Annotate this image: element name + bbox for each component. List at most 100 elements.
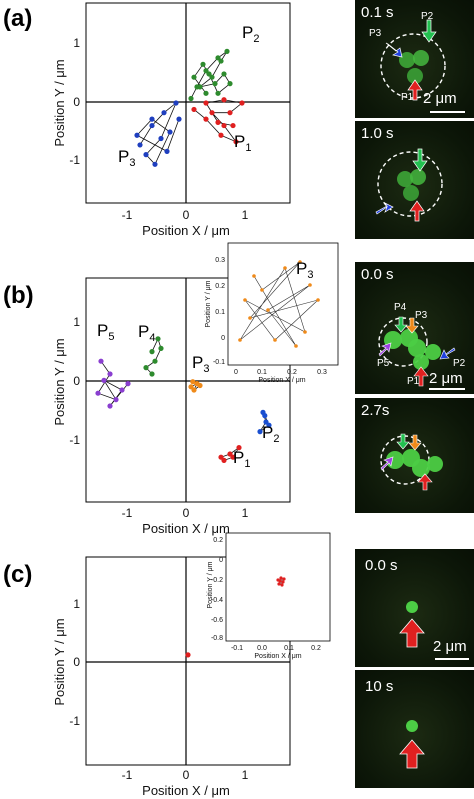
data-point-p3	[149, 116, 155, 122]
time-label-a-1: 1.0 s	[361, 125, 394, 142]
micro-label-p1: P1	[407, 376, 420, 387]
particle-blob	[412, 459, 430, 477]
data-point-p1	[209, 110, 215, 116]
label-b-p4: P4	[138, 322, 155, 344]
particle-blob	[425, 344, 441, 360]
inset-c-trajectory	[276, 576, 286, 587]
x-tick-b-0: 0	[183, 506, 190, 520]
time-label-a-0: 0.1 s	[361, 4, 394, 21]
arrow-icon-red	[399, 618, 425, 648]
data-point-p5	[113, 397, 119, 403]
data-point-p4	[149, 371, 155, 377]
panel-letter-a: (a)	[3, 5, 32, 32]
particle-blob	[413, 50, 429, 66]
plot-frame-c	[85, 556, 291, 766]
data-point-p2	[209, 74, 215, 80]
particle-blob	[397, 171, 413, 187]
inset-b-x-tick-1: 0.1	[257, 369, 267, 376]
micrograph-c-1-overlay	[399, 720, 425, 769]
arrow-icon-green	[421, 19, 437, 43]
arrow-icon-red	[413, 366, 429, 387]
data-point-p1	[218, 454, 224, 460]
time-label-c-0: 0.0 s	[365, 557, 398, 574]
trajectories-c	[185, 652, 191, 658]
x-axis-label-c: Position X / μm	[142, 783, 230, 798]
inset-b-data-point	[252, 274, 256, 278]
inset-b-data-point	[266, 308, 270, 312]
inset-c: -0.1 0.0 0.1 0.2 Position X / μm 0.2 0 -…	[207, 532, 331, 660]
arrow-icon-green	[396, 433, 410, 450]
label-b-p2: P2	[262, 423, 279, 445]
data-point-p5	[107, 403, 113, 409]
inset-b-x-tick-3: 0.3	[317, 369, 327, 376]
particle-blob	[406, 601, 418, 613]
arrow-icon-red	[407, 79, 423, 101]
micro-label-p5: P5	[377, 358, 390, 369]
inset-b-y-tick-4: -0.1	[213, 359, 225, 366]
particle-blob	[427, 456, 443, 472]
label-b-p5: P5	[97, 321, 114, 343]
label-a-p2: P2	[242, 23, 259, 45]
data-point-p3	[173, 100, 179, 106]
data-point-p2	[221, 71, 227, 77]
data-point-p1	[191, 106, 197, 113]
data-point-p3	[191, 387, 197, 393]
data-point-p4	[152, 358, 158, 364]
micro-label-p3: P3	[415, 310, 428, 321]
y-tick-a-neg1: -1	[69, 153, 80, 167]
particle-blob	[403, 185, 419, 201]
inset-b-x-tick-0: 0	[234, 369, 238, 376]
data-point-p2	[191, 74, 197, 80]
panel-letter-c: (c)	[3, 561, 32, 588]
inset-b-data-point	[283, 266, 287, 270]
data-point-p3	[161, 110, 167, 116]
data-point-p2	[262, 413, 268, 419]
data-point-p2	[200, 61, 206, 67]
arrow-icon-blue	[439, 347, 456, 360]
data-point-p1	[230, 454, 236, 460]
x-axis-label-a: Position X / μm	[142, 223, 230, 238]
data-point-p2	[203, 90, 209, 96]
data-point-p5	[95, 390, 101, 396]
inset-c-data-point	[278, 579, 282, 583]
data-point-p2	[203, 68, 209, 74]
x-tick-a-1: 1	[242, 208, 249, 222]
inset-b-data-point	[316, 298, 320, 302]
particle-blob	[406, 720, 418, 732]
data-point-p5	[107, 371, 113, 377]
data-point-p1	[227, 110, 233, 116]
boundary-circle	[377, 151, 443, 217]
data-point-p2	[257, 429, 263, 435]
micrograph-a-0: 0.1 s P3 P2 P1 2 μm	[355, 0, 474, 118]
micrograph-c-0: 0.0 s 2 μm	[355, 549, 474, 667]
panel-letter-b: (b)	[3, 282, 34, 309]
y-tick-c-neg1: -1	[69, 714, 80, 728]
data-point-p5	[98, 358, 104, 364]
y-tick-b-1: 1	[73, 315, 80, 329]
y-tick-b-0: 0	[73, 374, 80, 388]
y-tick-c-1: 1	[73, 597, 80, 611]
trajectory-line-p1	[193, 99, 243, 143]
inset-c-data-point	[282, 577, 286, 581]
particle-blob	[408, 339, 426, 357]
particle-blob	[407, 68, 423, 84]
data-point-p3	[134, 132, 140, 138]
chart-c: -1 0 1 1 0 -1 Position X / μm Position Y…	[52, 532, 331, 798]
micrograph-a-1: 1.0 s	[355, 121, 474, 239]
inset-c-y-tick-5: -0.8	[211, 635, 223, 642]
data-point-p1	[227, 451, 233, 457]
inset-c-x-tick-0: -0.1	[231, 645, 243, 652]
x-axis-label-b: Position X / μm	[142, 521, 230, 536]
inset-b-data-point	[294, 344, 298, 348]
particle-blob	[413, 354, 429, 370]
particle-blob	[399, 52, 415, 68]
inset-b-trajectory	[238, 260, 320, 348]
inset-c-y-tick-2: -0.2	[211, 577, 223, 584]
data-point-p5	[125, 381, 131, 387]
data-point-p1	[215, 119, 221, 125]
scale-label-b: 2 μm	[429, 370, 463, 387]
inset-b-y-tick-0: 0.3	[215, 257, 225, 264]
micro-label-p2: P2	[453, 358, 466, 369]
data-point-p1	[221, 97, 227, 103]
